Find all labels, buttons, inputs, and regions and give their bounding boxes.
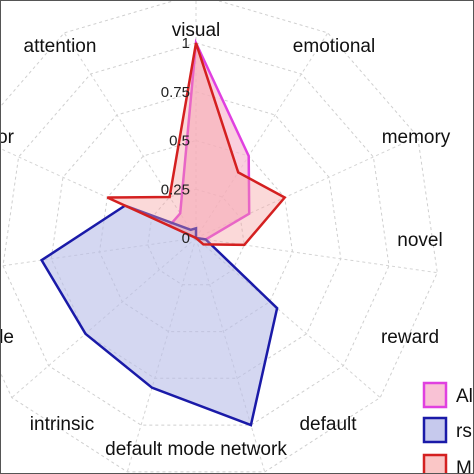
axis-label-7: default mode network (105, 439, 287, 460)
legend-swatch-rs (422, 416, 448, 444)
axis-labels: visual emotional memory novel reward default d… (0, 20, 451, 460)
grid-spoke-11 (63, 32, 197, 239)
series-rs-polygon (39, 204, 279, 427)
grid-spoke-4 (195, 237, 438, 274)
grid-spoke-5 (195, 237, 381, 398)
legend-label-al: Al (456, 386, 473, 407)
axis-label-3: memory (382, 127, 451, 148)
radial-tick-labels: 0 0.25 0.5 0.75 1 (161, 35, 190, 247)
tick-label-1: 0.25 (161, 181, 190, 198)
radar-series (39, 38, 287, 427)
axis-label-9: le (0, 327, 14, 348)
tick-label-4: 1 (182, 35, 190, 52)
axis-label-11: attention (24, 36, 97, 57)
legend-label-rs: rs (456, 421, 472, 442)
axis-label-2: emotional (293, 36, 375, 57)
legend-label-m: M (456, 458, 472, 474)
grid-spoke-2 (195, 32, 329, 239)
tick-label-0: 0 (182, 230, 190, 247)
legend-swatch-al (422, 381, 448, 409)
axis-label-6: default (299, 414, 357, 435)
grid-spoke-10 (0, 147, 197, 239)
legend: Al rs M (422, 381, 473, 474)
series-m-polygon (106, 42, 287, 247)
grid-ring-3 (50, 91, 342, 379)
axis-label-10: or (0, 127, 15, 148)
grid-spoke-3 (195, 136, 418, 239)
axis-label-4: novel (397, 230, 442, 251)
axis-label-1: visual (172, 20, 221, 41)
axis-label-5: reward (381, 327, 439, 348)
legend-swatch-m (422, 453, 448, 474)
axis-label-8: intrinsic (30, 414, 94, 435)
tick-label-2: 0.5 (169, 133, 190, 150)
tick-label-3: 0.75 (161, 84, 190, 101)
